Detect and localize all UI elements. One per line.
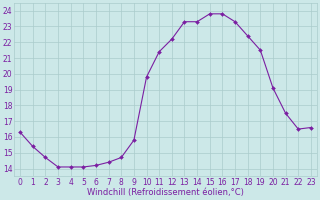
X-axis label: Windchill (Refroidissement éolien,°C): Windchill (Refroidissement éolien,°C)	[87, 188, 244, 197]
